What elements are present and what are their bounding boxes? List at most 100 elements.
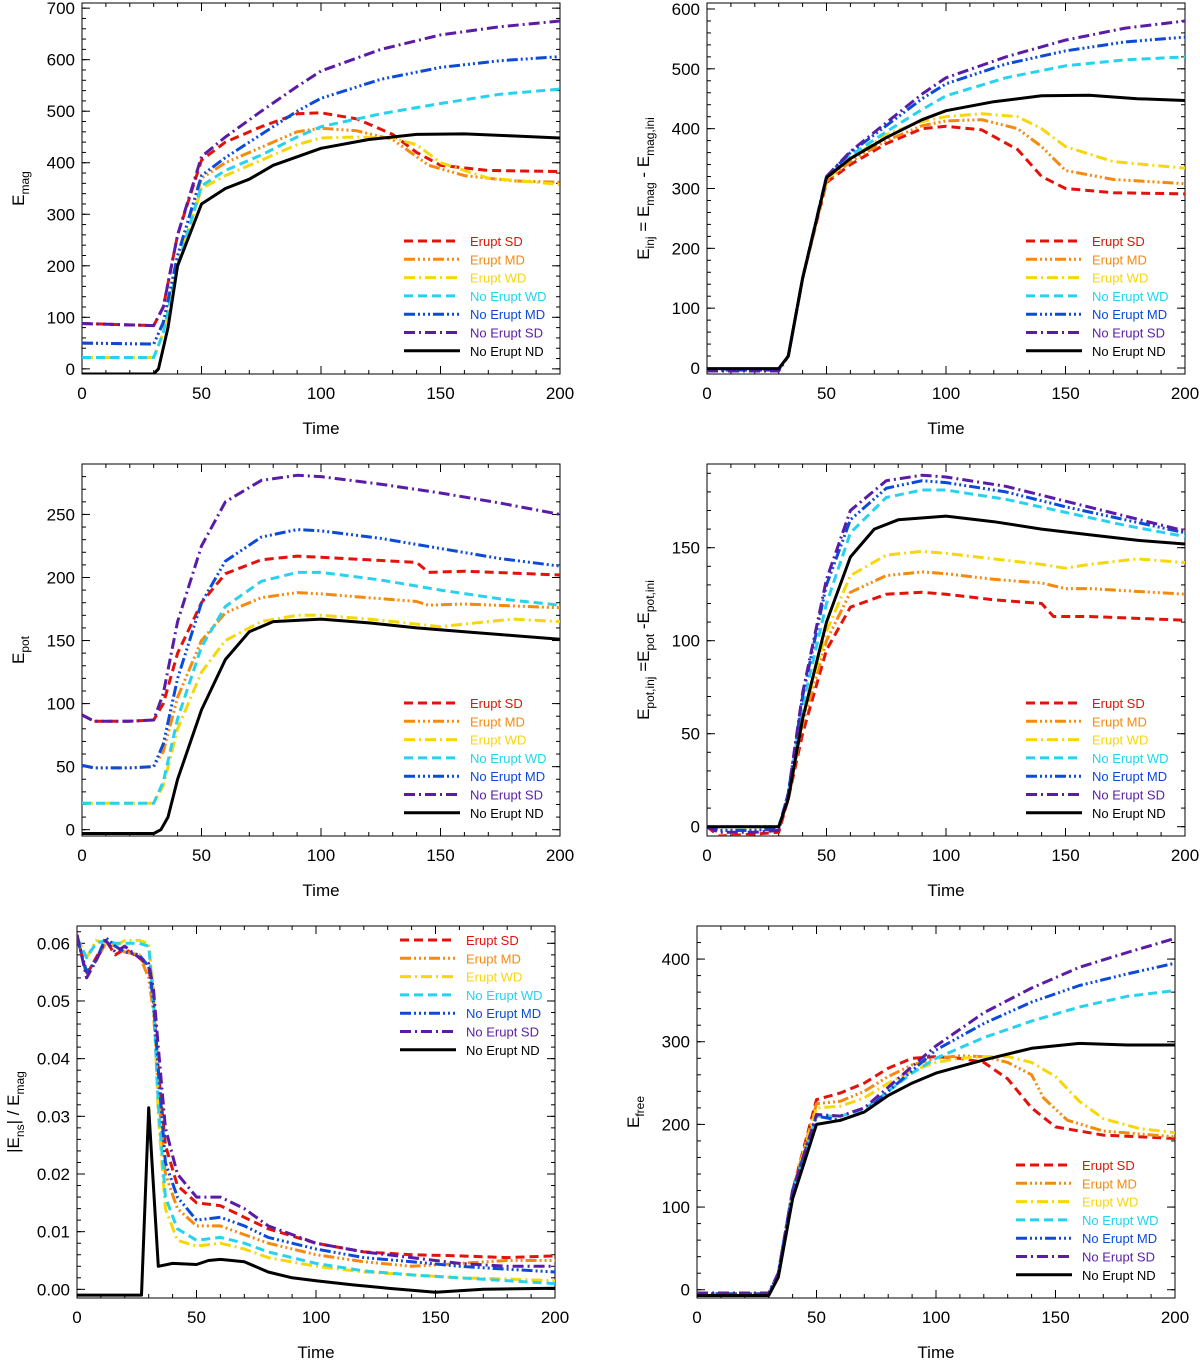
legend-label-noerupt_sd: No Erupt SD xyxy=(1092,326,1165,341)
x-tick-label: 0 xyxy=(77,846,86,865)
x-axis-label: Time xyxy=(917,1343,954,1360)
x-tick-label: 200 xyxy=(541,1308,569,1327)
y-axis-label: Epot,inj =Epot -Epot,ini xyxy=(634,580,657,720)
y-axis-label: Einj = Emag - Emag,ini xyxy=(634,117,657,260)
legend-label-erupt_sd: Erupt SD xyxy=(466,933,519,948)
series-line-noerupt_md xyxy=(82,528,560,770)
y-tick-label: 500 xyxy=(672,60,700,79)
y-tick-label: 0 xyxy=(66,821,75,840)
series-line-noerupt_sd xyxy=(707,473,1185,834)
x-tick-label: 0 xyxy=(702,846,711,865)
legend-label-noerupt_nd: No Erupt ND xyxy=(1092,344,1166,359)
legend-label-erupt_md: Erupt MD xyxy=(466,951,521,966)
series-line-noerupt_md xyxy=(77,936,555,1274)
series-line-erupt_wd xyxy=(82,135,560,359)
series-group xyxy=(82,473,560,835)
legend-label-noerupt_sd: No Erupt SD xyxy=(470,788,543,803)
series-group xyxy=(82,19,560,374)
x-tick-label: 200 xyxy=(1171,384,1199,403)
legend-label-noerupt_wd: No Erupt WD xyxy=(470,289,547,304)
y-tick-label: 100 xyxy=(47,308,75,327)
y-tick-label: 50 xyxy=(681,725,700,744)
legend-label-erupt_wd: Erupt WD xyxy=(1082,1195,1138,1210)
series-line-noerupt_md xyxy=(82,55,560,346)
legend-label-erupt_wd: Erupt WD xyxy=(1092,733,1148,748)
y-axis-label: Epot xyxy=(9,635,32,664)
legend-label-erupt_sd: Erupt SD xyxy=(1092,696,1145,711)
y-tick-label: 0.06 xyxy=(37,934,70,953)
series-group xyxy=(707,473,1185,836)
series-line-noerupt_nd xyxy=(707,93,1185,371)
series-line-noerupt_nd xyxy=(697,1041,1175,1297)
x-tick-label: 50 xyxy=(807,1308,826,1327)
legend-label-erupt_wd: Erupt WD xyxy=(1092,271,1148,286)
y-tick-label: 400 xyxy=(47,154,75,173)
chart-panel-epotinj: 0 50 100 150 200 0 50 100 150 Time Epot,inj =Epot … xyxy=(634,463,1199,900)
series-line-noerupt_wd xyxy=(82,87,560,359)
y-tick-label: 100 xyxy=(47,695,75,714)
series-line-noerupt_nd xyxy=(82,617,560,835)
y-tick-label: 100 xyxy=(672,632,700,651)
legend: Erupt SD Erupt MD Erupt WD No Erupt WD No Er… xyxy=(1016,1158,1159,1283)
y-tick-label: 0.02 xyxy=(37,1165,70,1184)
x-tick-label: 200 xyxy=(1171,846,1199,865)
y-tick-label: 200 xyxy=(672,239,700,258)
y-tick-label: 0.05 xyxy=(37,992,70,1011)
y-tick-label: 250 xyxy=(47,505,75,524)
legend-label-noerupt_wd: No Erupt WD xyxy=(466,988,543,1003)
y-axis-label: Efree xyxy=(624,1096,647,1128)
legend-label-noerupt_sd: No Erupt SD xyxy=(1092,788,1165,803)
y-tick-label: 0 xyxy=(66,360,75,379)
x-axis-label: Time xyxy=(302,419,339,438)
series-line-noerupt_sd xyxy=(82,473,560,723)
series-group xyxy=(77,934,555,1297)
chart-panel-einj: 0 50 100 150 200 0 100 200 300 400 500 600 Time Einj … xyxy=(634,0,1199,438)
x-tick-label: 200 xyxy=(546,384,574,403)
legend-label-noerupt_nd: No Erupt ND xyxy=(470,806,544,821)
legend-label-erupt_md: Erupt MD xyxy=(470,252,525,267)
y-tick-label: 0 xyxy=(681,1281,690,1300)
y-tick-label: 200 xyxy=(662,1115,690,1134)
series-line-noerupt_wd xyxy=(82,570,560,805)
legend-label-noerupt_wd: No Erupt WD xyxy=(1092,289,1169,304)
x-tick-label: 200 xyxy=(1161,1308,1189,1327)
x-tick-label: 0 xyxy=(702,384,711,403)
series-line-erupt_md xyxy=(77,937,555,1268)
x-tick-label: 50 xyxy=(817,384,836,403)
x-tick-label: 100 xyxy=(307,384,335,403)
legend-label-erupt_wd: Erupt WD xyxy=(470,733,526,748)
legend-label-erupt_wd: Erupt WD xyxy=(466,970,522,985)
series-line-erupt_wd xyxy=(697,1055,1175,1297)
x-tick-label: 150 xyxy=(1041,1308,1069,1327)
legend-label-erupt_sd: Erupt SD xyxy=(1092,234,1145,249)
y-tick-label: 200 xyxy=(47,257,75,276)
panels-group: 0 50 100 150 2000100200300400500600700TimeEm… xyxy=(4,0,1199,1360)
legend-label-noerupt_md: No Erupt MD xyxy=(470,769,545,784)
legend-label-noerupt_md: No Erupt MD xyxy=(466,1006,541,1021)
y-tick-label: 150 xyxy=(672,539,700,558)
x-tick-label: 50 xyxy=(192,846,211,865)
legend-label-erupt_md: Erupt MD xyxy=(1092,714,1147,729)
legend: Erupt SD Erupt MD Erupt WD No Erupt WD No Er… xyxy=(1026,234,1169,359)
x-tick-label: 50 xyxy=(187,1308,206,1327)
series-group xyxy=(697,936,1175,1297)
y-tick-label: 0 xyxy=(691,359,700,378)
legend-label-noerupt_sd: No Erupt SD xyxy=(466,1025,539,1040)
legend-label-noerupt_nd: No Erupt ND xyxy=(466,1043,540,1058)
legend-label-noerupt_md: No Erupt MD xyxy=(470,307,545,322)
x-axis-label: Time xyxy=(297,1343,334,1360)
series-line-erupt_sd xyxy=(707,590,1185,836)
series-line-noerupt_nd xyxy=(707,514,1185,829)
x-tick-label: 200 xyxy=(546,846,574,865)
chart-panel-epot: 0 50 100 150 200 0 50 100 150 200 250 Time Epot Erupt… xyxy=(9,463,574,900)
x-tick-label: 150 xyxy=(426,846,454,865)
legend-label-noerupt_wd: No Erupt WD xyxy=(470,751,547,766)
series-group xyxy=(707,19,1185,373)
y-tick-label: 50 xyxy=(56,758,75,777)
legend-label-noerupt_wd: No Erupt WD xyxy=(1082,1213,1159,1228)
y-tick-label: 0.03 xyxy=(37,1107,70,1126)
x-tick-label: 150 xyxy=(426,384,454,403)
y-tick-label: 300 xyxy=(47,205,75,224)
